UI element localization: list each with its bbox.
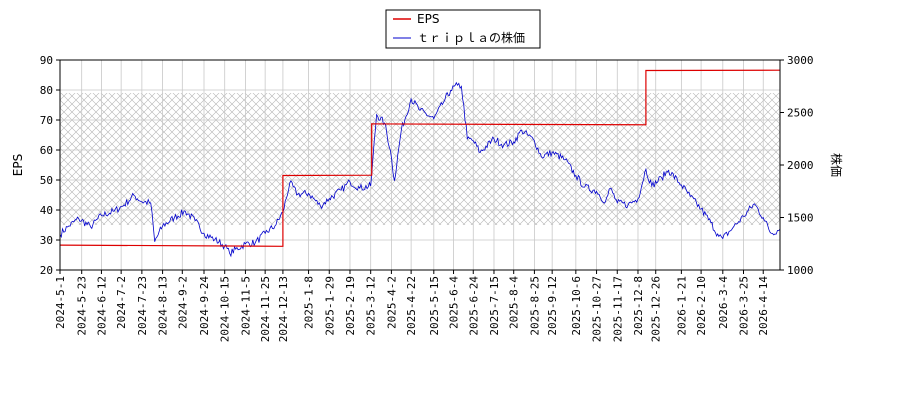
x-tick-label: 2025-10-6 [570, 276, 583, 336]
x-tick-label: 2025-1-8 [303, 276, 316, 329]
left-tick-label: 80 [40, 84, 53, 97]
x-tick-label: 2025-2-19 [344, 276, 357, 336]
x-tick-label: 2025-6-24 [467, 276, 480, 336]
x-tick-label: 2026-1-21 [675, 276, 688, 336]
left-tick-label: 50 [40, 174, 53, 187]
x-tick-label: 2025-12-8 [632, 276, 645, 336]
x-tick-label: 2025-12-26 [650, 276, 663, 342]
price-series-line [59, 81, 781, 258]
x-axis-ticks: 2024-5-1 2024-5-23 2024-6-12 2024-7-2 2024-7… [54, 270, 770, 342]
right-axis-title: 株価 [829, 153, 844, 177]
legend-box [385, 9, 541, 49]
x-tick-label: 2024-7-2 [115, 276, 128, 329]
x-tick-label: 2024-8-13 [157, 276, 170, 336]
x-tick-label: 2024-5-1 [54, 276, 67, 329]
x-tick-label: 2025-10-27 [591, 276, 604, 342]
x-tick-label: 2025-5-15 [428, 276, 441, 336]
legend-eps-label: EPS [417, 12, 439, 26]
x-tick-label: 2026-3-25 [738, 276, 751, 336]
left-tick-label: 70 [40, 114, 53, 127]
x-tick-label: 2024-7-23 [136, 276, 149, 336]
x-tick-label: 2025-7-15 [488, 276, 501, 336]
right-axis-ticks: 1000 1500 2000 2500 3000 [780, 54, 814, 277]
x-tick-label: 2025-4-2 [385, 276, 398, 329]
left-axis-ticks: 20 30 40 50 60 70 80 90 [40, 54, 60, 277]
left-tick-label: 40 [40, 204, 53, 217]
x-tick-label: 2025-3-12 [365, 276, 378, 336]
x-tick-label: 2025-1-29 [323, 276, 336, 336]
left-axis-title: EPS [11, 154, 25, 176]
x-tick-label: 2025-9-12 [546, 276, 559, 336]
x-tick-label: 2024-12-13 [277, 276, 290, 342]
x-tick-label: 2026-4-14 [757, 276, 770, 336]
shaded-band [60, 93, 780, 225]
x-tick-label: 2025-6-4 [448, 276, 461, 329]
right-tick-label: 1000 [787, 264, 814, 277]
x-tick-label: 2025-11-17 [611, 276, 624, 342]
eps-series-line [59, 69, 781, 247]
x-tick-label: 2024-10-15 [219, 276, 232, 342]
right-tick-label: 2000 [787, 159, 814, 172]
x-tick-label: 2025-8-25 [528, 276, 541, 336]
right-tick-label: 2500 [787, 107, 814, 120]
legend-price-label: ｔｒｉｐｌａの株価 [417, 30, 525, 45]
x-tick-label: 2026-2-10 [695, 276, 708, 336]
left-tick-label: 90 [40, 54, 53, 67]
x-tick-label: 2024-5-23 [76, 276, 89, 336]
left-tick-label: 60 [40, 144, 53, 157]
legend: EPS ｔｒｉｐｌａの株価 [385, 9, 541, 49]
x-tick-label: 2025-8-4 [508, 276, 521, 329]
left-tick-label: 20 [40, 264, 53, 277]
vertical-gridlines [59, 60, 764, 270]
x-tick-label: 2024-9-24 [198, 276, 211, 336]
left-tick-label: 30 [40, 234, 53, 247]
right-tick-label: 1500 [787, 212, 814, 225]
x-tick-label: 2024-11-25 [259, 276, 272, 342]
x-tick-label: 2026-3-4 [717, 276, 730, 329]
x-tick-label: 2024-9-2 [176, 276, 189, 329]
right-tick-label: 3000 [787, 54, 814, 67]
x-tick-label: 2024-11-5 [239, 276, 252, 336]
x-tick-label: 2024-6-12 [95, 276, 108, 336]
x-tick-label: 2025-4-22 [405, 276, 418, 336]
